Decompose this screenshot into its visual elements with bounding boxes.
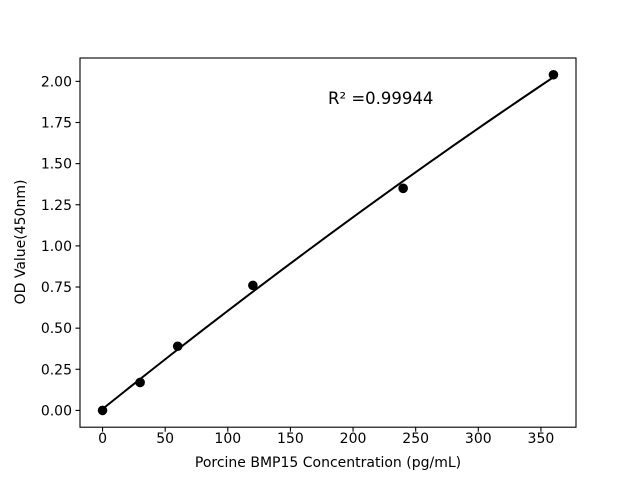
x-tick-label: 150 <box>277 431 304 447</box>
data-point <box>97 405 108 416</box>
y-tick-label: 0.75 <box>41 280 72 296</box>
r-squared-annotation: R² =0.99944 <box>328 89 433 108</box>
y-tick-label: 1.00 <box>41 239 72 255</box>
x-tick-label: 100 <box>214 431 241 447</box>
x-tick-label: 200 <box>340 431 367 447</box>
y-tick-label: 0.25 <box>41 362 72 378</box>
data-point <box>248 280 258 291</box>
x-axis-label: Porcine BMP15 Concentration (pg/mL) <box>195 455 461 471</box>
y-tick-label: 0.50 <box>41 321 72 337</box>
y-tick-label: 1.50 <box>41 157 72 173</box>
data-point <box>398 183 408 194</box>
y-tick-label: 1.75 <box>41 115 72 131</box>
data-point <box>135 377 145 388</box>
x-tick-label: 50 <box>156 431 174 447</box>
plot-area: 0 50 100 150 200 250 300 350 0.00 0.25 0.50 0.75 1.0… <box>41 57 577 447</box>
y-tick-label: 2.00 <box>41 74 72 90</box>
data-point <box>548 69 559 80</box>
plot-border <box>79 57 577 428</box>
x-tick-label: 350 <box>528 431 555 447</box>
y-tick-label: 0.00 <box>41 403 72 419</box>
x-tick-label: 0 <box>98 431 107 447</box>
data-point <box>172 341 183 352</box>
x-tick-label: 300 <box>465 431 492 447</box>
x-tick-label: 250 <box>402 431 429 447</box>
y-tick-label: 1.25 <box>41 198 72 214</box>
y-axis-label: OD Value(450nm) <box>13 180 29 305</box>
